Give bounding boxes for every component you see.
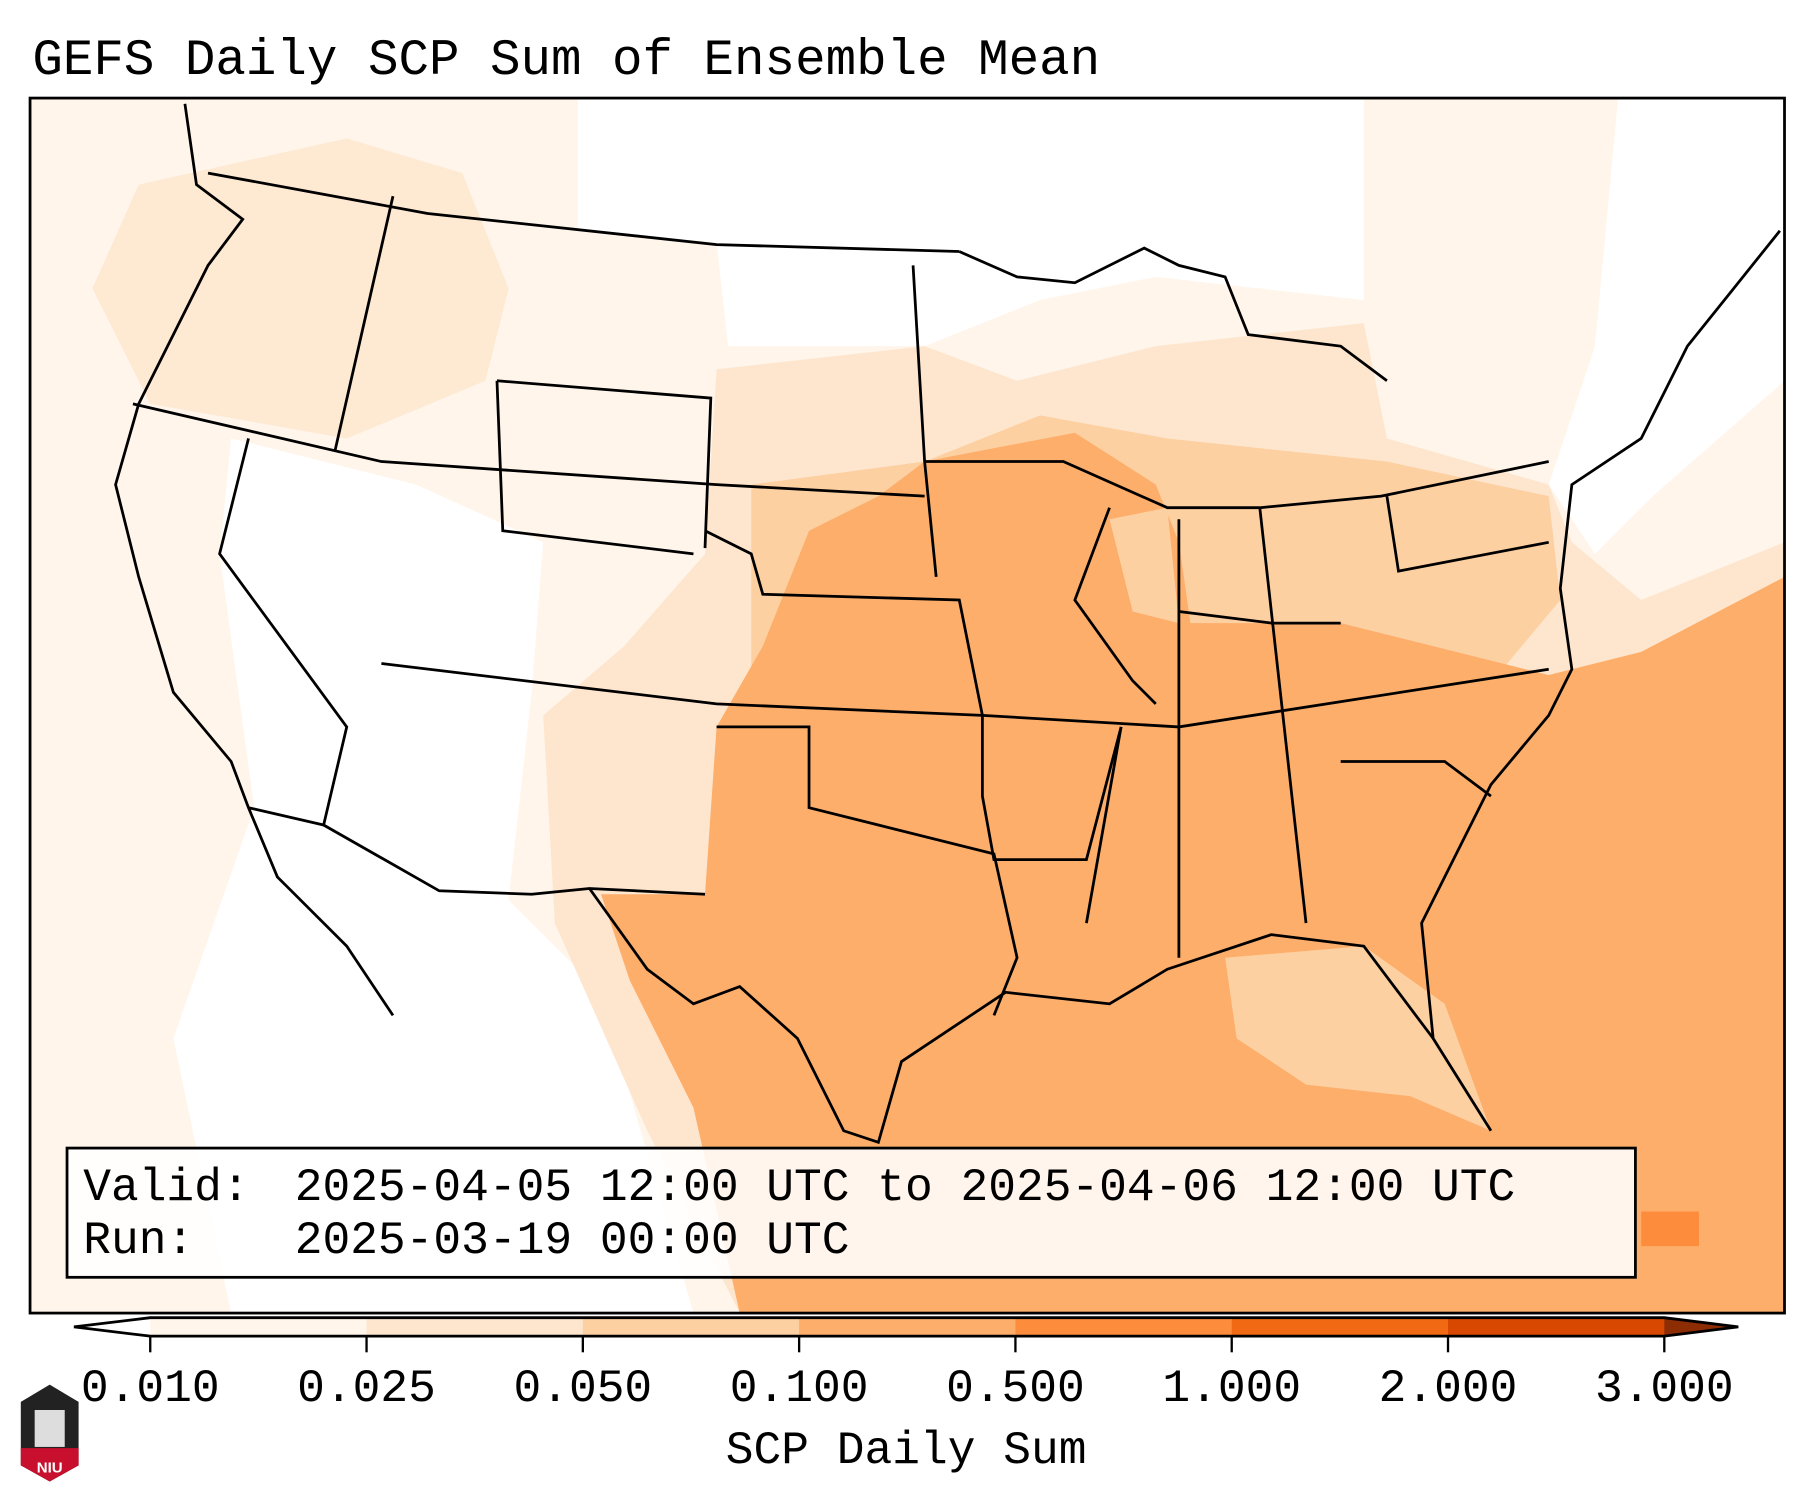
info-box: Valid: 2025-04-05 12:00 UTC to 2025-04-06… — [65, 1146, 1637, 1279]
map-frame — [28, 96, 1786, 1315]
colorbar-extend-max — [1664, 1317, 1739, 1337]
colorbar-label: SCP Daily Sum — [726, 1425, 1087, 1477]
state-borders — [114, 103, 1781, 1145]
colorbar-tick-label: 0.010 — [81, 1363, 220, 1415]
colorbar-segment — [150, 1317, 368, 1337]
colorbar: 0.010 0.025 0.050 0.100 0.500 1.000 2.000 3.000 — [73, 1316, 1739, 1415]
colorbar-segment — [1231, 1317, 1449, 1337]
field-500-patch — [1641, 1211, 1699, 1247]
colorbar-tick-label: 2.000 — [1379, 1363, 1518, 1415]
colorbar-segment — [799, 1317, 1017, 1337]
colorbar-tick-label: 0.025 — [297, 1363, 436, 1415]
colorbar-extend-min — [73, 1317, 151, 1337]
chart-title: GEFS Daily SCP Sum of Ensemble Mean — [32, 33, 1100, 90]
colorbar-segment — [1015, 1317, 1233, 1337]
field-white-northeast — [1548, 98, 1785, 554]
field-white-west — [173, 438, 694, 1314]
colorbar-segment — [366, 1317, 584, 1337]
colorbar-tick-label: 0.050 — [513, 1363, 652, 1415]
field-100 — [601, 432, 1785, 1314]
field-white-canada — [577, 98, 1364, 347]
colorbar-segment — [582, 1317, 800, 1337]
colorbar-tick-label: 1.000 — [1162, 1363, 1301, 1415]
map-panel — [28, 96, 1786, 1315]
field-050-patch — [1109, 507, 1179, 624]
colorbar-segment — [1448, 1317, 1665, 1337]
valid-time: Valid: 2025-04-05 12:00 UTC to 2025-04-06… — [83, 1162, 1515, 1214]
field-050-florida — [1225, 946, 1491, 1131]
colorbar-tick-label: 0.500 — [946, 1363, 1085, 1415]
run-time: Run: 2025-03-19 00:00 UTC — [83, 1215, 849, 1267]
niu-logo-text: NIU — [37, 1459, 63, 1476]
colorbar-tick-label: 3.000 — [1595, 1363, 1734, 1415]
field-025 — [92, 138, 509, 439]
colorbar-tick-label: 0.100 — [730, 1363, 869, 1415]
niu-logo: NIU — [20, 1384, 79, 1482]
